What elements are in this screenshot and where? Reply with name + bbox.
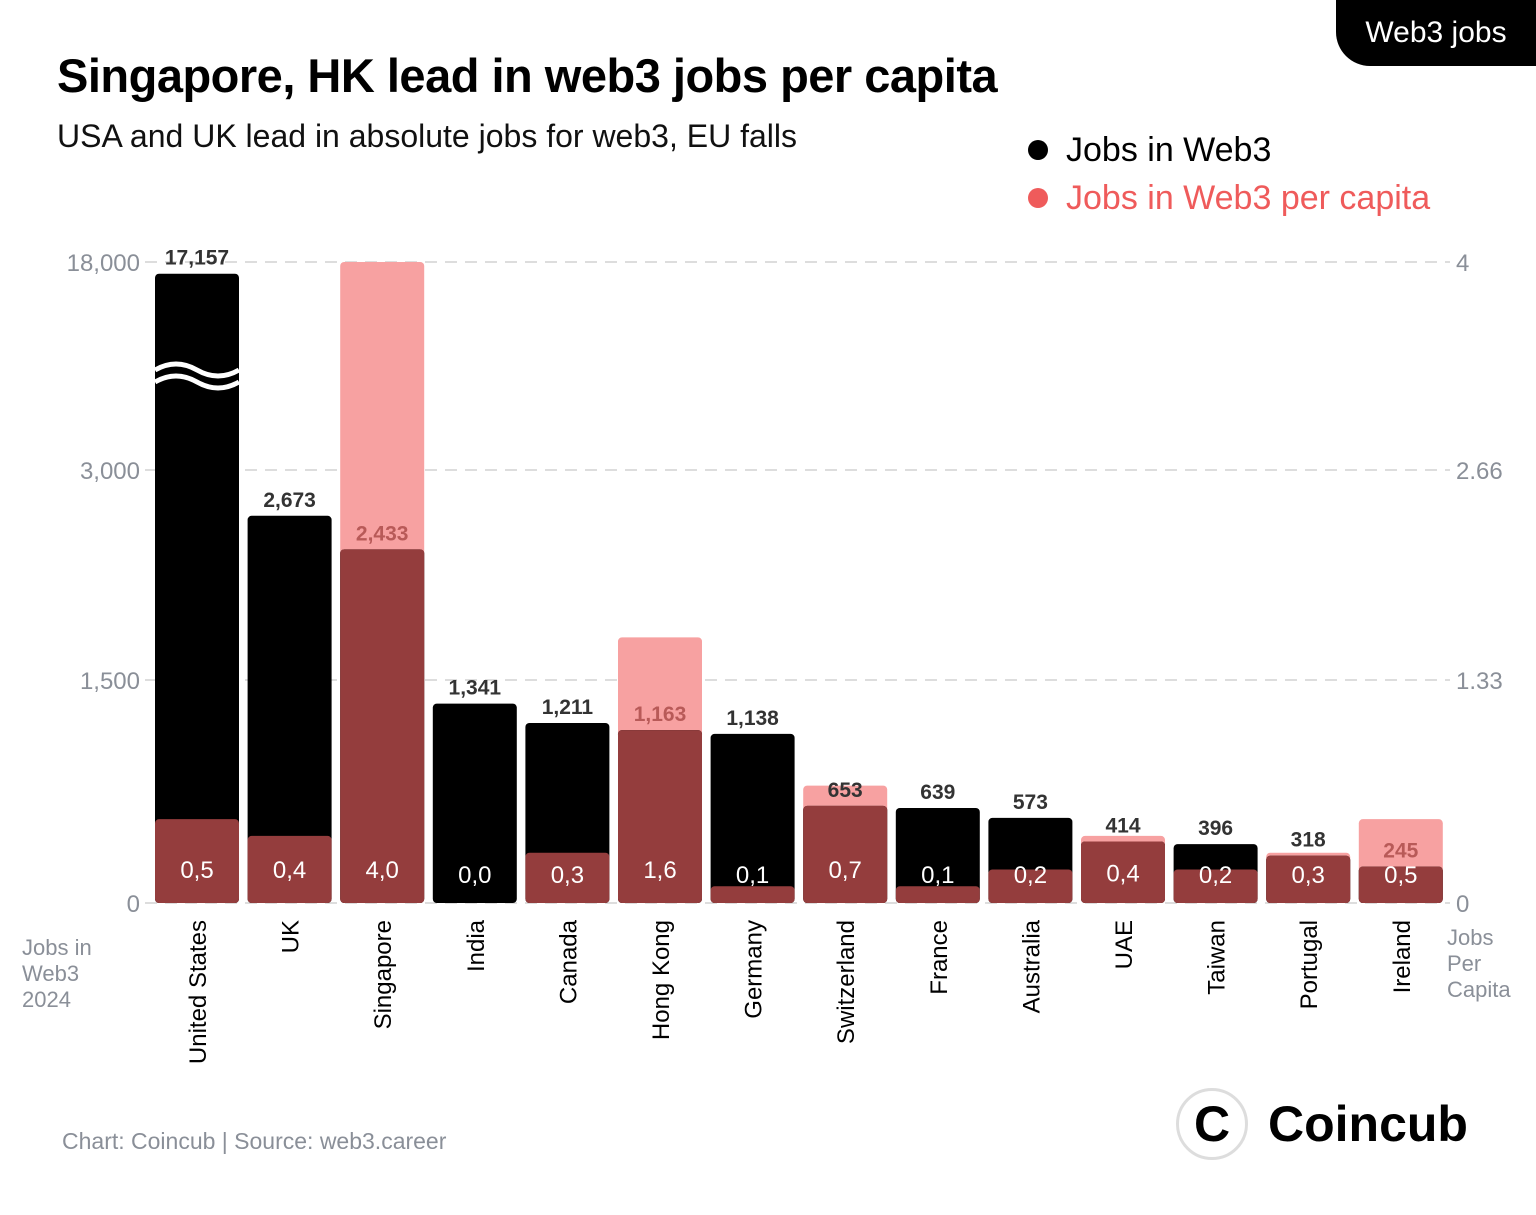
- category-label: Hong Kong: [648, 920, 675, 1040]
- legend: Jobs in Web3 Jobs in Web3 per capita: [1028, 126, 1430, 222]
- right-axis-title: Jobs: [1447, 925, 1493, 950]
- category-label: Ireland: [1389, 920, 1416, 993]
- chart-source: Chart: Coincub | Source: web3.career: [62, 1128, 447, 1154]
- category-label: UK: [278, 920, 305, 953]
- per-capita-value-label: 0,4: [1106, 860, 1139, 887]
- legend-item-jobs: Jobs in Web3: [1028, 126, 1430, 174]
- legend-dot-per-capita: [1028, 188, 1048, 208]
- legend-item-per-capita: Jobs in Web3 per capita: [1028, 174, 1430, 222]
- chart-subtitle: USA and UK lead in absolute jobs for web…: [57, 118, 797, 154]
- jobs-value-label: 639: [920, 781, 955, 804]
- left-tick-label: 18,000: [67, 250, 140, 277]
- per-capita-value-label: 0,3: [551, 862, 584, 889]
- per-capita-value-label: 0,1: [921, 862, 954, 889]
- right-tick-label: 4: [1456, 250, 1469, 277]
- jobs-bar: [247, 515, 332, 903]
- category-label: Germany: [741, 920, 768, 1019]
- overlap-bar: [988, 869, 1073, 903]
- category-label: Singapore: [370, 920, 397, 1029]
- jobs-value-label: 653: [828, 779, 863, 802]
- overlap-bar: [803, 805, 888, 903]
- jobs-value-label: 2,673: [263, 489, 316, 512]
- jobs-bar: [432, 703, 517, 903]
- jobs-bar: [155, 273, 239, 904]
- overlap-bar: [710, 886, 795, 903]
- legend-label-jobs: Jobs in Web3: [1066, 130, 1272, 169]
- category-label: Taiwan: [1204, 920, 1231, 995]
- per-capita-value-label: 0,1: [736, 862, 769, 889]
- category-label: UAE: [1111, 920, 1138, 969]
- category-label: India: [463, 919, 490, 972]
- overlap-bar: [340, 549, 425, 903]
- jobs-bar: [895, 808, 980, 903]
- overlap-bar: [895, 886, 980, 903]
- left-tick-label: 3,000: [80, 458, 140, 485]
- left-axis-title: Jobs in: [22, 935, 92, 960]
- jobs-value-label: 17,157: [165, 247, 229, 270]
- overlap-bar: [1081, 841, 1165, 903]
- jobs-value-label: 1,341: [449, 677, 502, 700]
- left-axis-title: 2024: [22, 987, 71, 1012]
- per-capita-value-label: 0,2: [1014, 862, 1047, 889]
- category-label: France: [926, 920, 953, 995]
- right-tick-label: 1.33: [1456, 668, 1503, 695]
- per-capita-value-label: 0,5: [180, 857, 213, 884]
- left-axis-title: Web3: [22, 961, 79, 986]
- web3-jobs-tag: Web3 jobs: [1336, 0, 1536, 66]
- jobs-value-label: 1,163: [634, 703, 687, 726]
- jobs-value-label: 414: [1105, 814, 1140, 837]
- legend-label-per-capita: Jobs in Web3 per capita: [1066, 178, 1431, 217]
- left-tick-label: 0: [127, 891, 140, 918]
- jobs-value-label: 245: [1383, 840, 1418, 863]
- category-label: Canada: [555, 919, 582, 1004]
- per-capita-value-label: 0,7: [829, 857, 862, 884]
- overlap-bar: [247, 835, 332, 903]
- chart-title: Singapore, HK lead in web3 jobs per capi…: [57, 49, 998, 102]
- jobs-value-label: 1,138: [726, 707, 779, 730]
- legend-dot-jobs: [1028, 140, 1048, 160]
- right-axis-title: Per: [1447, 951, 1481, 976]
- overlap-bar: [1173, 869, 1258, 903]
- per-capita-value-label: 0,5: [1384, 862, 1417, 889]
- jobs-value-label: 396: [1198, 817, 1233, 840]
- left-tick-label: 1,500: [80, 668, 140, 695]
- per-capita-value-label: 0,4: [273, 857, 306, 884]
- right-tick-label: 2.66: [1456, 458, 1503, 485]
- axis-break-mark: [153, 361, 241, 379]
- category-label: Switzerland: [833, 920, 860, 1044]
- right-axis-title: Capita: [1447, 977, 1511, 1002]
- per-capita-value-label: 4,0: [366, 857, 399, 884]
- coincub-logo-name: Coincub: [1268, 1096, 1468, 1152]
- per-capita-value-label: 0,3: [1292, 862, 1325, 889]
- overlap-bar: [525, 852, 610, 903]
- right-tick-label: 0: [1456, 891, 1469, 918]
- overlap-bar: [1266, 855, 1351, 903]
- category-label: Australia: [1018, 919, 1045, 1013]
- per-capita-value-label: 0,0: [458, 862, 491, 889]
- overlap-bar: [1358, 866, 1443, 903]
- jobs-value-label: 1,211: [542, 696, 594, 719]
- coincub-logo-icon: C: [1176, 1088, 1248, 1160]
- overlap-bar: [618, 730, 702, 903]
- axis-break-mark: [153, 373, 241, 391]
- jobs-value-label: 2,433: [356, 522, 409, 545]
- jobs-bar: [710, 733, 795, 903]
- coincub-logo: C Coincub: [1176, 1088, 1468, 1160]
- category-label: United States: [185, 920, 212, 1064]
- jobs-value-label: 318: [1291, 829, 1326, 852]
- per-capita-value-label: 0,2: [1199, 862, 1232, 889]
- per-capita-value-label: 1,6: [643, 857, 676, 884]
- overlap-bar: [155, 819, 239, 903]
- jobs-value-label: 573: [1013, 791, 1048, 814]
- category-label: Portugal: [1296, 920, 1323, 1009]
